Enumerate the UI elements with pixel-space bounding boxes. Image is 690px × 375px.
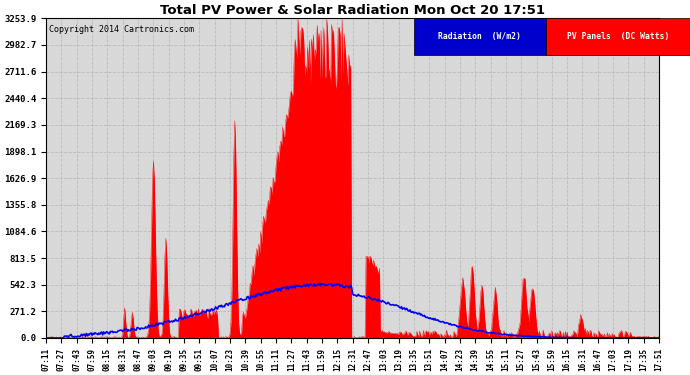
Text: Radiation  (W/m2): Radiation (W/m2) — [438, 32, 521, 41]
Title: Total PV Power & Solar Radiation Mon Oct 20 17:51: Total PV Power & Solar Radiation Mon Oct… — [160, 4, 545, 17]
Bar — [546, 18, 690, 55]
Bar — [414, 18, 546, 55]
Text: Copyright 2014 Cartronics.com: Copyright 2014 Cartronics.com — [49, 25, 194, 34]
Text: PV Panels  (DC Watts): PV Panels (DC Watts) — [566, 32, 669, 41]
